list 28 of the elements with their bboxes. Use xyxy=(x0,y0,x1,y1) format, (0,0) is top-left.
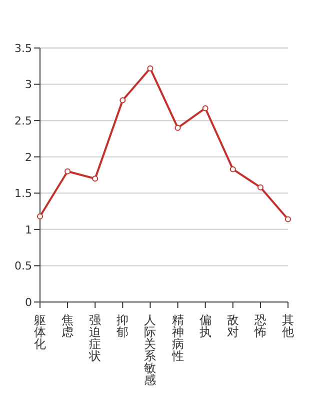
y-tick-label: 3 xyxy=(25,78,32,92)
point xyxy=(120,97,126,104)
point xyxy=(257,184,264,190)
x-tick-label: 精神病性 xyxy=(170,313,184,363)
x-tick-label: 焦虑 xyxy=(62,313,74,339)
point xyxy=(174,124,181,131)
x-tick-label: 躯体化 xyxy=(34,313,46,351)
y-tick-label: 2.5 xyxy=(14,114,32,128)
point xyxy=(64,168,71,174)
point xyxy=(230,166,236,172)
y-tick-label: 0 xyxy=(25,296,32,309)
y-tick-label: 3.5 xyxy=(14,42,32,55)
point xyxy=(147,65,154,72)
x-tick-label: 敌对 xyxy=(226,313,239,339)
point xyxy=(285,216,291,222)
x-tick-label: 偏执 xyxy=(199,313,212,339)
y-tick-label: 1 xyxy=(25,223,32,236)
y-tick-label: 1.5 xyxy=(14,187,32,200)
x-tick-label: 抑郁 xyxy=(116,313,129,339)
x-tick-label: 人际关系敏感 xyxy=(144,313,156,387)
x-tick-label: 恐怖 xyxy=(253,313,266,339)
x-tick-label: 其他 xyxy=(282,313,294,339)
point xyxy=(92,176,98,182)
y-tick-label: 0.5 xyxy=(14,260,32,273)
x-tick-label: 强迫症状 xyxy=(88,313,102,363)
point xyxy=(202,105,208,112)
y-tick-label: 2 xyxy=(25,150,32,164)
point xyxy=(37,213,43,220)
